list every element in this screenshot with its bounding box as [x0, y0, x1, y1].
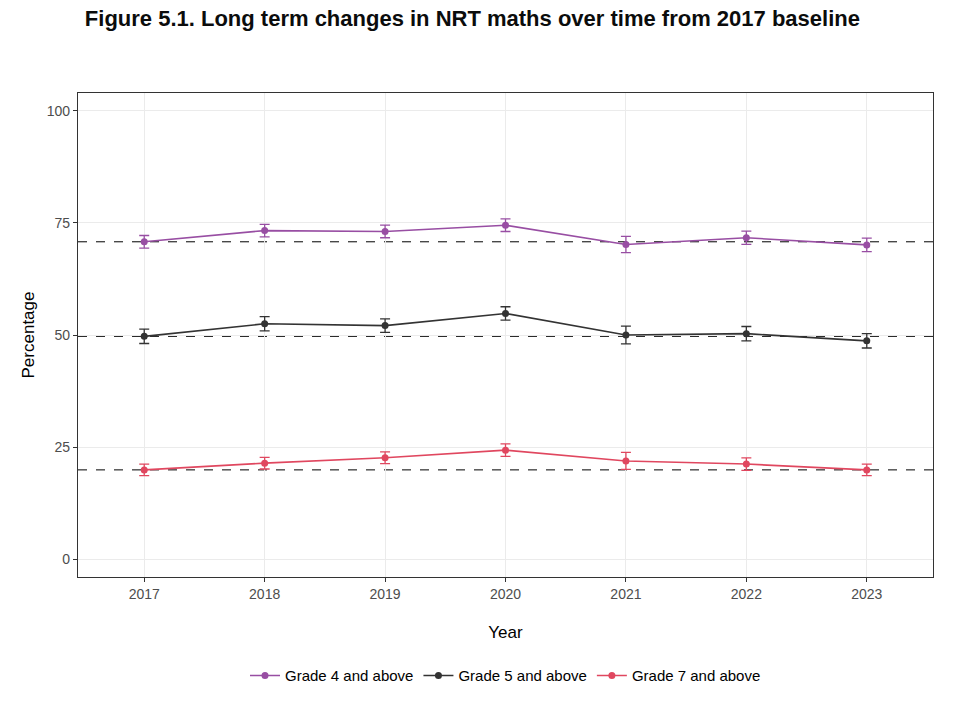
svg-text:100: 100 — [47, 103, 71, 119]
svg-text:2017: 2017 — [129, 586, 160, 602]
svg-text:25: 25 — [55, 439, 71, 455]
svg-text:Figure 5.1. Long term changes: Figure 5.1. Long term changes in NRT mat… — [85, 6, 860, 31]
svg-text:75: 75 — [55, 215, 71, 231]
svg-text:Grade 5 and above: Grade 5 and above — [458, 667, 586, 684]
svg-text:2023: 2023 — [851, 586, 882, 602]
svg-text:2020: 2020 — [490, 586, 521, 602]
svg-text:Grade 7 and above: Grade 7 and above — [632, 667, 760, 684]
svg-text:2022: 2022 — [731, 586, 762, 602]
svg-text:50: 50 — [55, 327, 71, 343]
svg-text:Grade 4 and above: Grade 4 and above — [285, 667, 413, 684]
svg-text:2019: 2019 — [370, 586, 401, 602]
svg-text:0: 0 — [62, 551, 70, 567]
svg-text:Percentage: Percentage — [19, 292, 38, 379]
svg-text:2021: 2021 — [610, 586, 641, 602]
svg-text:2018: 2018 — [249, 586, 280, 602]
svg-text:Year: Year — [488, 623, 523, 642]
